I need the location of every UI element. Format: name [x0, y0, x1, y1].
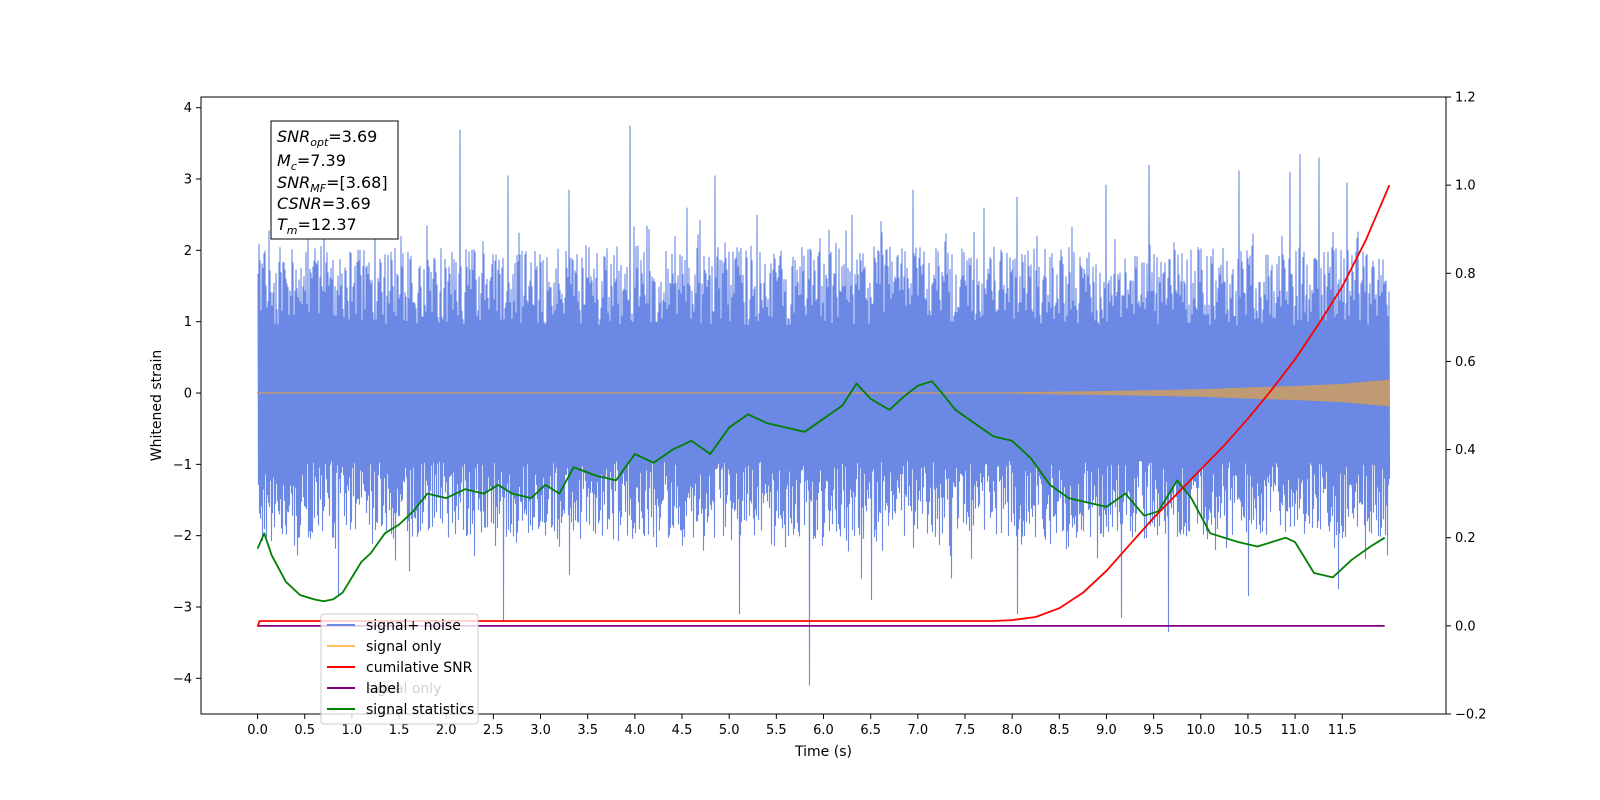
y-axis-label: Whitened strain — [149, 350, 165, 461]
y2-tick-label: 0.4 — [1455, 443, 1476, 458]
info-line: CSNR=3.69 — [277, 194, 371, 213]
x-tick-label: 7.0 — [907, 723, 928, 738]
x-tick-label: 7.5 — [955, 723, 976, 738]
x-tick-label: 6.0 — [813, 723, 834, 738]
legend-label: signal statistics — [366, 702, 474, 718]
y2-tick-label: 0.6 — [1455, 355, 1476, 370]
y-tick-label: 2 — [184, 244, 192, 259]
legend-ghost-label: signal statistics — [366, 702, 474, 718]
y-tick-label: −1 — [173, 458, 192, 473]
x-tick-label: 5.0 — [719, 723, 740, 738]
legend: signal+ noise signal only cumilative SNR la… — [320, 613, 479, 725]
info-box-frame — [270, 120, 399, 240]
y2-tick-label: 1.0 — [1455, 179, 1476, 194]
legend-ghost-label: signal only — [366, 681, 441, 697]
x-tick-label: 3.0 — [530, 723, 551, 738]
x-tick-label: 10.0 — [1186, 723, 1215, 738]
y-tick-label: −4 — [173, 672, 192, 687]
series-signal-statistics — [256, 380, 1386, 603]
legend-frame — [320, 613, 479, 725]
x-tick-label: 4.0 — [625, 723, 646, 738]
info-line: Tm=12.37 — [277, 215, 357, 237]
x-tick-label: 9.0 — [1096, 723, 1117, 738]
x-tick-label: 9.5 — [1143, 723, 1164, 738]
info-line: Mc=7.39 — [277, 151, 346, 173]
legend-label: signal+ noise — [366, 618, 461, 634]
series-signal-only — [257, 379, 1390, 407]
y-tick-label: 3 — [184, 173, 192, 188]
y2-tick-label: −0.2 — [1455, 708, 1487, 723]
x-tick-label: 10.5 — [1233, 723, 1262, 738]
x-tick-label: 8.5 — [1049, 723, 1070, 738]
x-tick-label: 5.5 — [766, 723, 787, 738]
y2-tick-label: 1.2 — [1455, 91, 1476, 106]
y2-tick-label: 0.8 — [1455, 267, 1476, 282]
series-signal-noise — [257, 125, 1391, 686]
y-tick-label: −2 — [173, 529, 192, 544]
y-tick-label: 1 — [184, 315, 192, 330]
legend-label: signal only — [366, 639, 441, 655]
x-tick-label: 4.5 — [672, 723, 693, 738]
legend-label: cumilative SNR — [366, 660, 473, 676]
plot-area — [256, 125, 1391, 686]
y2-tick-label: 0.2 — [1455, 531, 1476, 546]
info-line: SNRMF=[3.68] — [277, 173, 388, 195]
x-tick-label: 1.5 — [389, 723, 410, 738]
x-tick-label: 0.0 — [247, 723, 268, 738]
x-tick-label: 3.5 — [577, 723, 598, 738]
legend-label: label — [366, 681, 400, 697]
x-tick-label: 2.0 — [436, 723, 457, 738]
x-tick-label: 1.0 — [342, 723, 363, 738]
x-tick-label: 11.5 — [1328, 723, 1357, 738]
x-tick-label: 0.5 — [294, 723, 315, 738]
x-tick-label: 11.0 — [1281, 723, 1310, 738]
series-cumulative-snr — [256, 184, 1391, 627]
y-tick-label: 4 — [184, 101, 192, 116]
info-line: SNRopt=3.69 — [277, 127, 377, 149]
x-tick-label: 2.5 — [483, 723, 504, 738]
y2-tick-label: 0.0 — [1455, 619, 1476, 634]
y-tick-label: 0 — [184, 387, 192, 402]
axes: 0.0 0.5 1.0 1.5 2.0 2.5 3.0 3.5 4.0 4.5 5.0 5.5 6.0 6… — [173, 91, 1487, 739]
x-tick-label: 8.0 — [1002, 723, 1023, 738]
x-axis-label: Time (s) — [794, 744, 852, 760]
y-tick-label: −3 — [173, 601, 192, 616]
x-tick-label: 6.5 — [860, 723, 881, 738]
